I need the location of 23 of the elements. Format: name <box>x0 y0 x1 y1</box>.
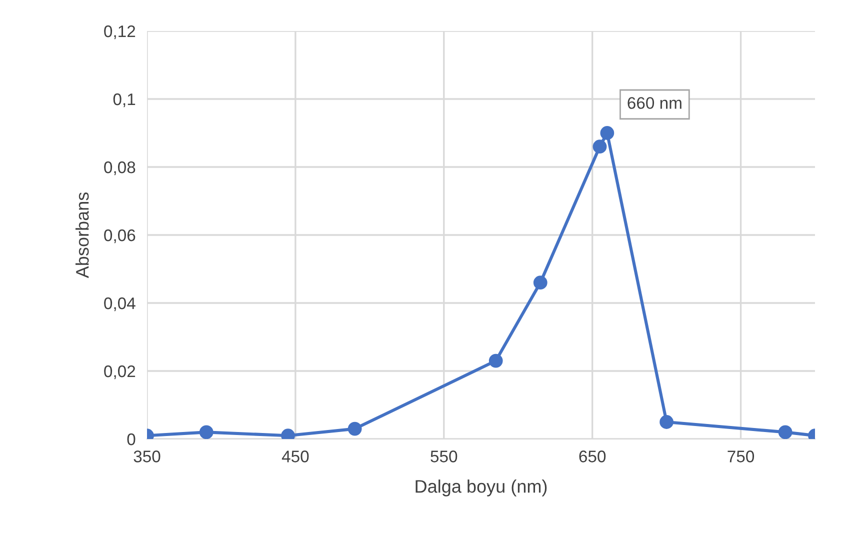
x-tick-label: 350 <box>134 450 160 462</box>
point <box>778 425 792 439</box>
y-axis-title: Absorbans <box>76 192 89 278</box>
y-tick-label: 0,12 <box>104 25 136 40</box>
point <box>592 140 607 154</box>
y-tick-label: 0,08 <box>104 161 136 176</box>
point <box>533 276 548 290</box>
x-axis-title: Dalga boyu (nm) <box>416 480 547 496</box>
y-tick-label: 0,02 <box>104 365 136 380</box>
y-tick-label: 0 <box>127 433 136 446</box>
point <box>199 425 214 439</box>
point <box>348 422 362 436</box>
y-tick-label: 0,04 <box>104 297 136 312</box>
point <box>660 415 674 429</box>
x-tick-label: 650 <box>579 450 606 462</box>
point <box>600 126 614 140</box>
annotation: 660 nm <box>628 97 682 109</box>
x-tick-label: 450 <box>282 450 309 462</box>
x-tick-label: 750 <box>728 450 754 462</box>
y-tick-label: 0,1 <box>113 93 136 108</box>
point <box>488 354 503 368</box>
y-tick-label: 0,06 <box>104 229 136 244</box>
x-tick-label: 550 <box>430 450 458 462</box>
